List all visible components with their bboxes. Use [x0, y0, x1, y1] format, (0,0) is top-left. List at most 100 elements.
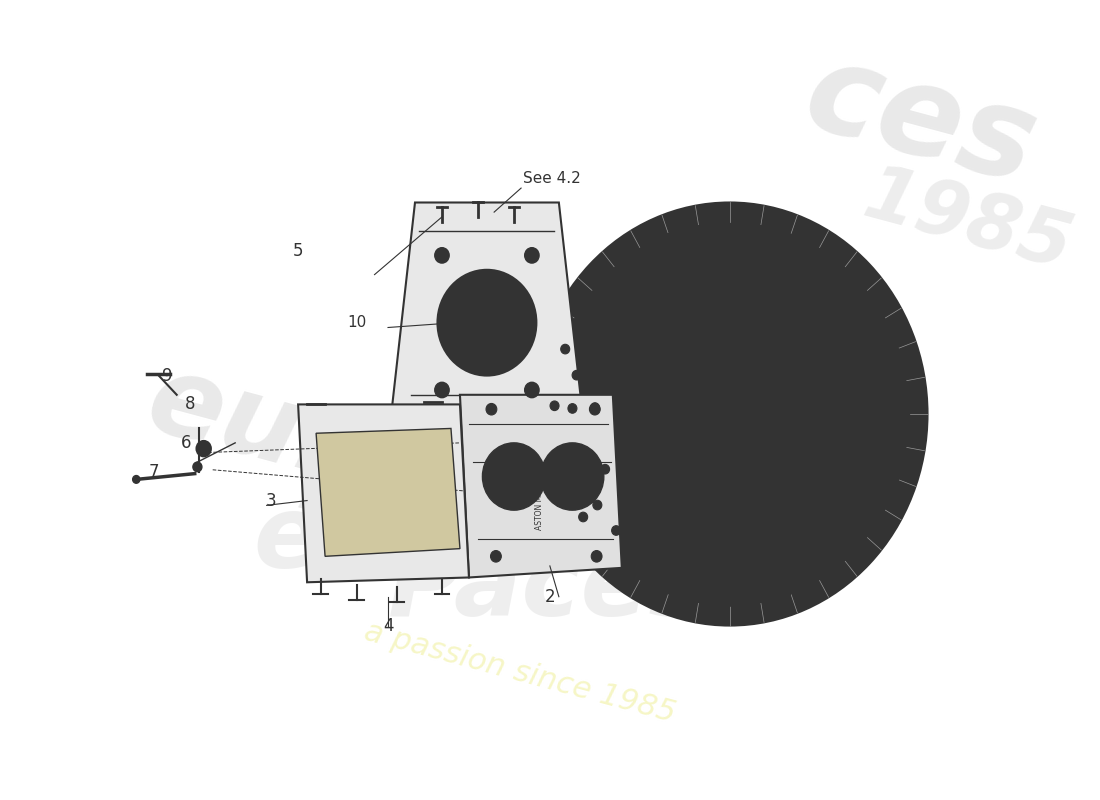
Circle shape — [586, 330, 595, 339]
Text: 7: 7 — [148, 462, 159, 481]
Circle shape — [826, 256, 835, 266]
Circle shape — [890, 474, 899, 484]
Circle shape — [561, 344, 570, 354]
Circle shape — [625, 506, 634, 515]
Circle shape — [593, 500, 602, 510]
Circle shape — [525, 248, 539, 263]
Circle shape — [584, 298, 593, 307]
Circle shape — [590, 403, 601, 415]
Circle shape — [747, 551, 757, 561]
Circle shape — [591, 402, 600, 412]
Circle shape — [833, 286, 842, 296]
Text: 4: 4 — [383, 617, 394, 634]
Circle shape — [532, 202, 927, 626]
Circle shape — [891, 347, 900, 357]
Circle shape — [627, 564, 636, 574]
Polygon shape — [316, 429, 460, 556]
Text: 6: 6 — [180, 434, 191, 452]
Circle shape — [579, 512, 587, 522]
Polygon shape — [298, 405, 469, 582]
Circle shape — [762, 246, 772, 255]
Circle shape — [860, 322, 869, 332]
Circle shape — [613, 289, 847, 539]
Circle shape — [646, 554, 654, 564]
Circle shape — [835, 530, 845, 539]
Text: ces: ces — [793, 32, 1049, 210]
Circle shape — [601, 354, 609, 363]
Circle shape — [676, 339, 693, 357]
Circle shape — [550, 401, 559, 410]
Circle shape — [644, 265, 653, 274]
Circle shape — [851, 360, 861, 370]
Circle shape — [771, 570, 780, 580]
Text: 1985: 1985 — [856, 159, 1080, 286]
Text: paces: paces — [298, 403, 675, 601]
Circle shape — [469, 303, 505, 342]
Circle shape — [698, 380, 761, 448]
Circle shape — [628, 253, 637, 262]
Circle shape — [860, 409, 869, 418]
Circle shape — [434, 382, 449, 398]
Circle shape — [725, 597, 734, 606]
Circle shape — [625, 313, 634, 322]
Circle shape — [572, 445, 581, 454]
Circle shape — [483, 443, 546, 510]
Circle shape — [805, 265, 814, 274]
Circle shape — [866, 298, 874, 307]
Circle shape — [610, 294, 619, 304]
Circle shape — [825, 313, 834, 322]
Circle shape — [751, 268, 760, 278]
Circle shape — [568, 404, 576, 414]
Circle shape — [434, 248, 449, 263]
Circle shape — [792, 284, 801, 294]
Circle shape — [826, 562, 835, 572]
Text: 1: 1 — [747, 491, 758, 510]
Text: 2: 2 — [544, 588, 556, 606]
Circle shape — [438, 270, 537, 375]
Circle shape — [877, 363, 886, 373]
Polygon shape — [460, 394, 621, 578]
Text: 3: 3 — [266, 491, 276, 510]
Circle shape — [572, 370, 581, 380]
Circle shape — [724, 241, 733, 250]
Text: 5: 5 — [293, 242, 304, 259]
Circle shape — [601, 464, 609, 474]
Circle shape — [685, 246, 694, 256]
Circle shape — [664, 234, 673, 243]
Circle shape — [679, 570, 688, 580]
Circle shape — [557, 462, 566, 472]
Text: a passion since 1985: a passion since 1985 — [361, 617, 679, 728]
Circle shape — [808, 552, 817, 562]
Circle shape — [133, 475, 140, 483]
Circle shape — [876, 460, 884, 470]
Circle shape — [491, 550, 502, 562]
Circle shape — [900, 401, 910, 410]
Text: Paces: Paces — [388, 540, 710, 637]
Text: 8: 8 — [185, 395, 196, 414]
Circle shape — [684, 366, 774, 462]
Text: 9: 9 — [163, 366, 173, 385]
Circle shape — [772, 229, 781, 238]
Circle shape — [670, 587, 679, 597]
Circle shape — [869, 516, 879, 526]
Circle shape — [657, 534, 665, 543]
Circle shape — [707, 552, 717, 562]
Circle shape — [782, 586, 792, 596]
Circle shape — [859, 497, 869, 506]
Circle shape — [612, 526, 620, 535]
Circle shape — [591, 550, 602, 562]
Circle shape — [792, 534, 802, 544]
Text: ASTON MARTIN: ASTON MARTIN — [535, 471, 543, 530]
Circle shape — [451, 284, 522, 361]
Circle shape — [882, 407, 891, 417]
Circle shape — [486, 403, 497, 415]
Text: See 4.2: See 4.2 — [522, 171, 581, 186]
Circle shape — [656, 286, 664, 295]
Circle shape — [767, 339, 783, 357]
Circle shape — [733, 578, 741, 587]
Circle shape — [722, 487, 738, 505]
Circle shape — [541, 443, 604, 510]
Text: euro: euro — [136, 346, 440, 523]
Circle shape — [832, 498, 840, 508]
Circle shape — [696, 268, 705, 278]
